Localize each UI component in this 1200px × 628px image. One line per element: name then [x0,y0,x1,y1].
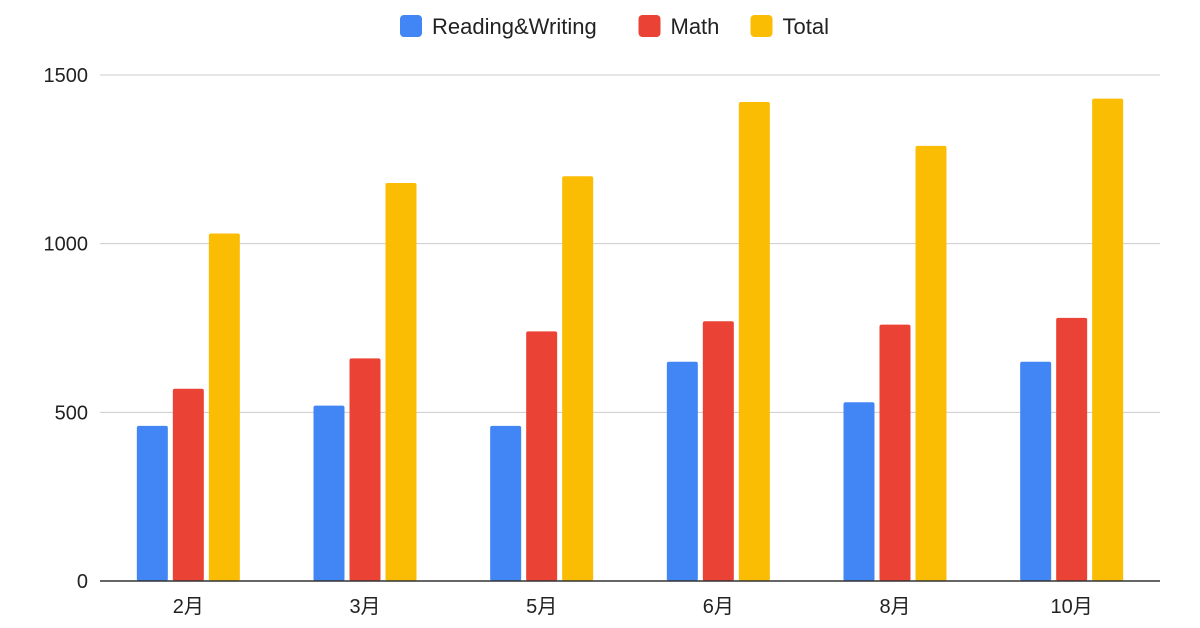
bar-total-3 [738,101,770,581]
bar-math-2 [526,331,558,581]
bar-reading-writing-4 [843,402,875,581]
y-tick-label: 0 [77,571,88,593]
bar-reading-writing-0 [136,425,168,581]
bar-reading-writing-3 [666,361,698,581]
y-tick-label: 1500 [44,65,89,87]
gridlines [100,74,1160,413]
legend-swatch-1 [638,15,661,37]
x-tick-label: 2月 [173,596,204,618]
bar-math-4 [879,324,911,581]
bar-total-2 [562,176,594,581]
legend-label: Math [671,14,720,39]
y-tick-label: 500 [55,402,88,424]
bar-total-5 [1092,98,1124,581]
bar-reading-writing-5 [1020,361,1052,581]
legend-label: Total [783,14,829,39]
legend-swatch-2 [750,15,773,37]
legend-swatch-0 [400,15,422,37]
x-tick-label: 6月 [703,596,734,618]
bar-total-1 [385,182,417,582]
bar-math-3 [702,321,734,581]
bar-reading-writing-2 [490,425,522,581]
bar-total-4 [915,145,947,581]
bars [136,98,1124,582]
bar-math-0 [172,388,204,581]
x-tick-label: 10月 [1051,596,1093,618]
y-tick-label: 1000 [44,234,89,256]
bar-total-0 [208,233,240,581]
x-tick-label: 5月 [526,596,557,618]
axes: 0 500 1000 1500 2月 3月 5月 6月 8月 10月 [44,65,1160,618]
bar-math-1 [349,358,381,581]
x-tick-label: 8月 [879,596,910,618]
legend-label: Reading&Writing [432,14,597,39]
x-tick-label: 3月 [349,596,380,618]
bar-reading-writing-1 [313,405,345,581]
bar-math-5 [1056,317,1088,581]
legend: Reading&Writing Math Total [400,14,829,39]
